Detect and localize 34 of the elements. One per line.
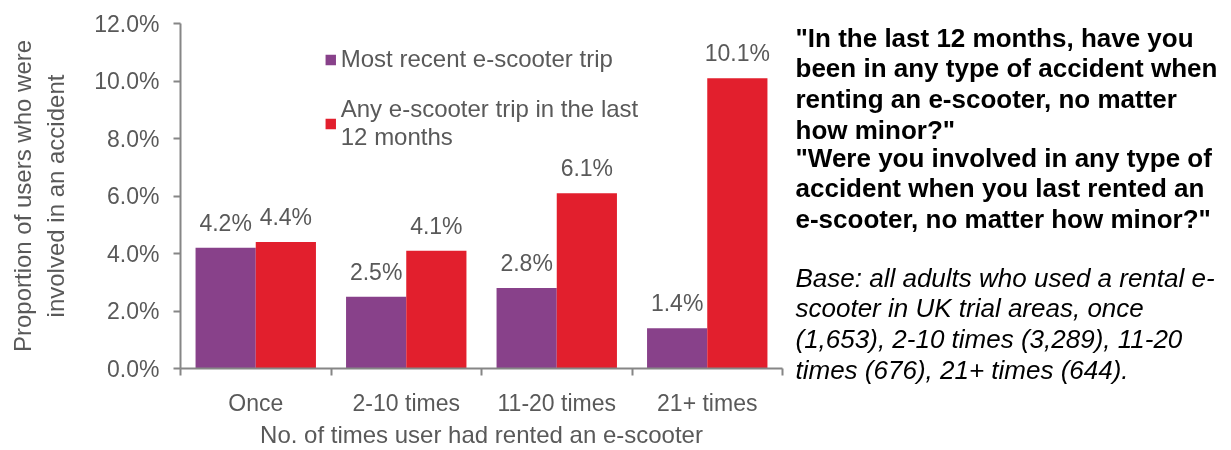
y-tick-label: 10.0%	[94, 68, 160, 94]
data-label: 4.1%	[410, 212, 463, 239]
text: "Were you involved in any type of accident when you last rented an e-scooter, no matter how minor?"	[795, 142, 1213, 235]
bar	[346, 296, 407, 369]
data-label: 4.2%	[199, 209, 252, 236]
bar	[707, 78, 768, 369]
bar	[195, 247, 256, 369]
data-label: 2.8%	[500, 250, 553, 276]
x-tick-label: 2-10 times	[352, 389, 460, 416]
bar	[496, 288, 557, 369]
y-tick-label: 2.0%	[107, 298, 160, 324]
y-tick-label: 6.0%	[107, 183, 160, 209]
bar	[255, 242, 316, 369]
data-label: 2.5%	[349, 258, 403, 285]
y-tick-label: 8.0%	[107, 125, 160, 152]
x-axis-title: No. of times user had rented an e-scooter	[260, 420, 703, 448]
data-label: 6.1%	[560, 155, 614, 182]
y-tick-label: 4.0%	[107, 240, 160, 267]
y-axis-title: Proportion of users who were involved in an accident	[8, 39, 70, 353]
text: "In the last 12 months, have you been in any type of accident when renting an e-scooter, no matter how minor?"	[795, 22, 1218, 145]
data-label: 1.4%	[650, 290, 704, 317]
legend-label: Most recent e-scooter trip	[340, 45, 613, 73]
legend-label: Any e-scooter trip in the last 12 months	[340, 95, 639, 151]
y-tick-label: 0.0%	[107, 355, 160, 382]
bar	[406, 250, 467, 369]
x-tick-label: 21+ times	[657, 389, 758, 416]
bar	[556, 193, 617, 369]
bar	[647, 328, 708, 369]
y-tick-label: 12.0%	[94, 10, 160, 37]
x-tick-label: 11-20 times	[497, 389, 616, 416]
data-label: 10.1%	[704, 40, 770, 67]
text: Base: all adults who used a rental e-scooter in UK trial areas, once (1,653), 2-10 times (3,289), 11-20 times (676), 21+ times (644).	[795, 262, 1215, 385]
data-label: 4.4%	[259, 204, 313, 230]
x-tick-label: Once	[228, 389, 284, 416]
